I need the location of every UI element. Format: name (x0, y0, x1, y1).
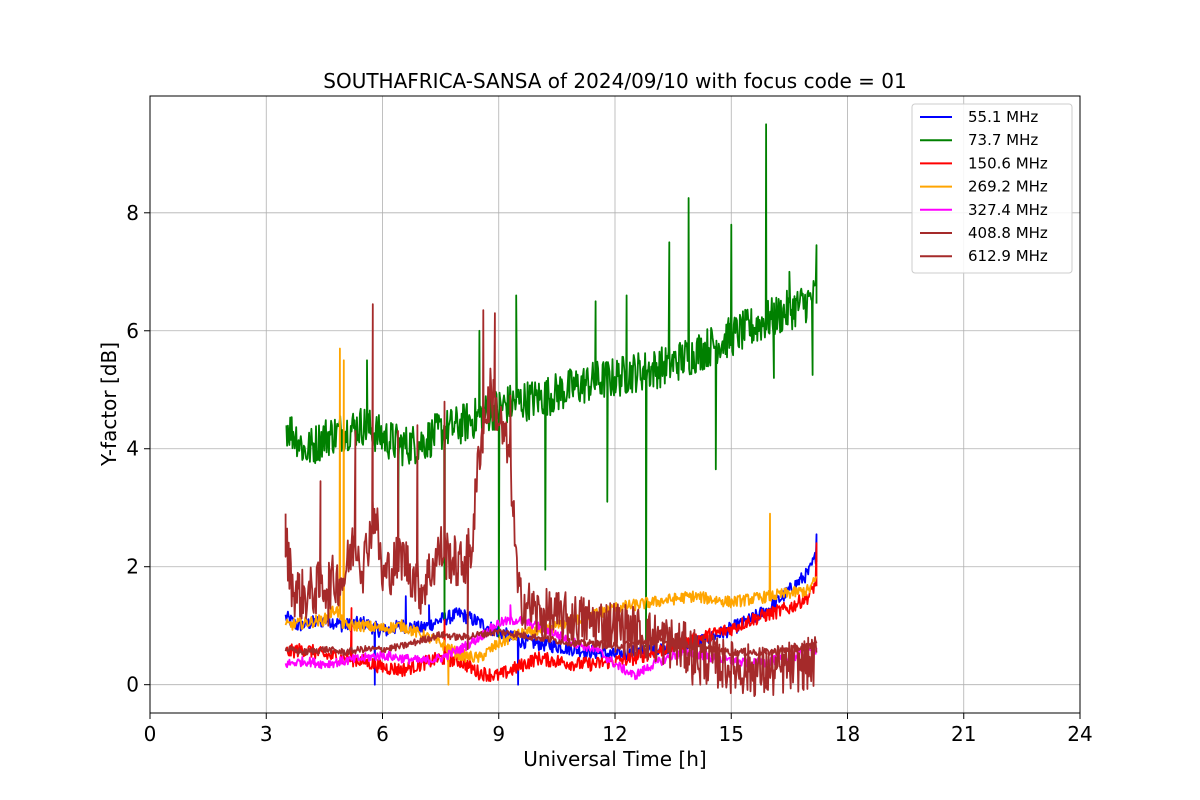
y-tick-label: 6 (126, 319, 139, 343)
chart-title: SOUTHAFRICA-SANSA of 2024/09/10 with foc… (323, 69, 907, 93)
legend-entry: 408.8 MHz (968, 224, 1048, 242)
legend-entry: 612.9 MHz (968, 247, 1048, 265)
x-tick-label: 6 (376, 722, 389, 746)
legend-entry: 327.4 MHz (968, 201, 1048, 219)
x-tick-label: 21 (951, 722, 976, 746)
plot-area (284, 123, 818, 697)
legend-box (911, 103, 1073, 274)
legend: 55.1 MHz 73.7 MHz 150.6 MHz 269.2 MHz 32… (911, 103, 1073, 274)
y-tick-label: 8 (126, 201, 139, 225)
y-axis-label: Y-factor [dB] (97, 342, 121, 467)
legend-entry: 150.6 MHz (968, 154, 1048, 172)
series-line (285, 123, 818, 648)
x-tick-label: 3 (260, 722, 273, 746)
x-tick-label: 15 (719, 722, 744, 746)
legend-entry: 73.7 MHz (968, 131, 1038, 149)
x-tick-label: 24 (1067, 722, 1092, 746)
x-tick-label: 12 (602, 722, 627, 746)
y-tick-label: 2 (126, 555, 139, 579)
series-line (284, 303, 818, 697)
x-tick-label: 9 (492, 722, 505, 746)
y-tick-label: 0 (126, 673, 139, 697)
legend-entry: 269.2 MHz (968, 178, 1048, 196)
x-tick-label: 18 (835, 722, 860, 746)
x-axis-label: Universal Time [h] (523, 747, 706, 771)
x-tick-label: 0 (144, 722, 157, 746)
y-tick-label: 4 (126, 437, 139, 461)
series-line (285, 542, 818, 683)
legend-entry: 55.1 MHz (968, 108, 1038, 126)
